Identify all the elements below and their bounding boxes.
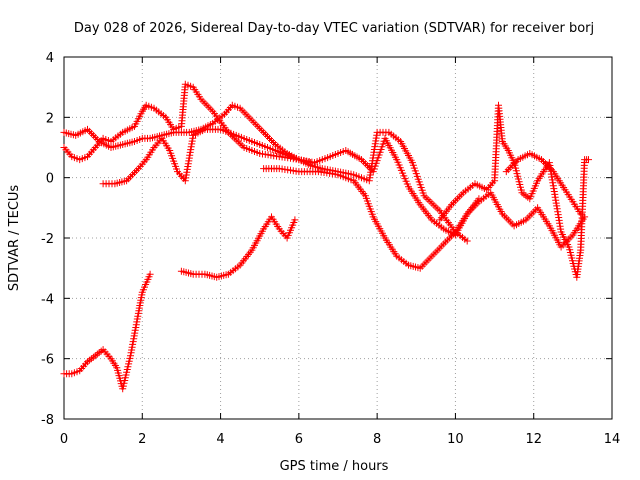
x-tick-label: 14 bbox=[604, 432, 621, 447]
series-markers bbox=[260, 165, 589, 272]
x-tick-label: 2 bbox=[138, 432, 146, 447]
series-markers bbox=[99, 125, 483, 239]
x-tick-label: 0 bbox=[60, 432, 68, 447]
series-markers bbox=[60, 101, 471, 245]
data-series bbox=[60, 80, 592, 393]
series-markers bbox=[60, 270, 154, 393]
x-tick-label: 8 bbox=[373, 432, 381, 447]
series-track-c bbox=[99, 125, 483, 239]
series-track-g bbox=[436, 101, 592, 281]
y-tick-label: -8 bbox=[41, 413, 54, 428]
series-track-b bbox=[60, 80, 315, 167]
x-tick-label: 12 bbox=[525, 432, 542, 447]
series-markers bbox=[177, 213, 299, 281]
series-markers bbox=[60, 80, 315, 167]
series-markers bbox=[436, 101, 592, 281]
x-tick-label: 10 bbox=[447, 432, 464, 447]
y-tick-label: 0 bbox=[46, 172, 54, 187]
y-tick-label: -4 bbox=[41, 292, 54, 307]
tick-labels: 0 2 4 6 8 10 12 14 -8 -6 -4 -2 0 2 4 bbox=[41, 51, 620, 447]
series-track-f bbox=[260, 165, 589, 272]
y-tick-label: -6 bbox=[41, 353, 54, 368]
series-track-a bbox=[60, 101, 471, 245]
series-track-h bbox=[502, 150, 585, 218]
chart-title: Day 028 of 2026, Sidereal Day-to-day VTE… bbox=[74, 21, 594, 36]
y-tick-label: 2 bbox=[46, 111, 54, 126]
series-track-e bbox=[177, 213, 299, 281]
y-tick-label: 4 bbox=[46, 51, 54, 66]
x-axis-label: GPS time / hours bbox=[280, 459, 389, 474]
x-tick-label: 4 bbox=[216, 432, 224, 447]
series-track-d bbox=[60, 270, 154, 393]
axis-ticks bbox=[63, 56, 613, 420]
grid bbox=[64, 57, 612, 419]
y-tick-label: -2 bbox=[41, 232, 54, 247]
y-axis-label: SDTVAR / TECUs bbox=[7, 185, 22, 292]
plot-frame bbox=[63, 56, 613, 420]
x-tick-label: 6 bbox=[295, 432, 303, 447]
series-markers bbox=[502, 150, 585, 218]
series-line bbox=[63, 104, 468, 242]
